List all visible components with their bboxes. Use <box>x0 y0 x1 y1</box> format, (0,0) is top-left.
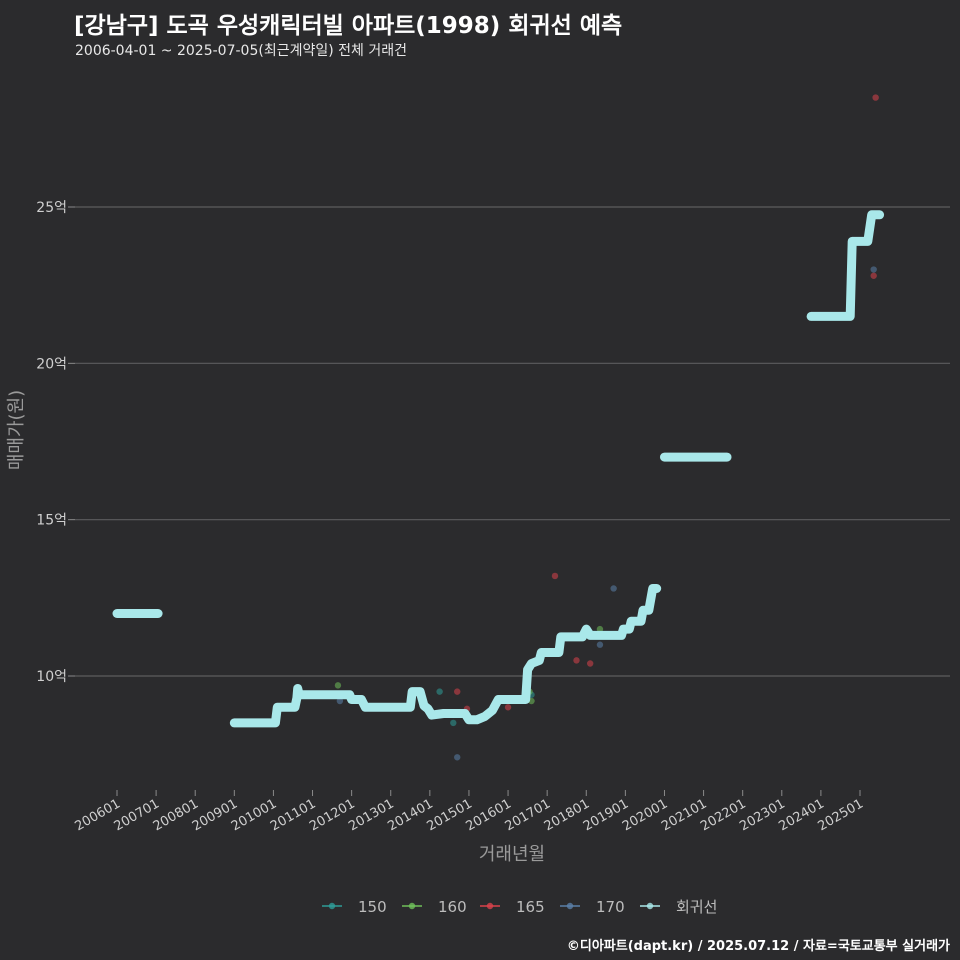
regression-layer <box>112 210 885 728</box>
data-point-170 <box>610 585 617 592</box>
legend-label: 165 <box>516 898 545 916</box>
y-axis-ticks: 10억 15억 20억 25억 <box>36 200 75 685</box>
legend-key-point <box>646 902 654 910</box>
y-tick-label: 25억 <box>36 200 67 216</box>
data-point-165 <box>504 704 512 711</box>
x-axis-label: 거래년월 <box>479 844 545 865</box>
legend-label: 160 <box>438 898 467 916</box>
chart-subtitle: 2006-04-01 ~ 2025-07-05(최근계약일) 전체 거래건 <box>75 43 407 59</box>
regression-line <box>229 584 662 728</box>
data-point-165 <box>454 688 461 695</box>
x-axis-ticks: 2006012007012008012009012010012011012012… <box>73 790 866 834</box>
legend-label: 170 <box>596 898 625 916</box>
source-caption: ©디아파트(dapt.kr) / 2025.07.12 / 자료=국토교통부 실… <box>566 939 950 954</box>
data-point-150 <box>450 719 457 727</box>
x-tick-label: 202501 <box>816 796 866 834</box>
data-point-150 <box>436 688 443 695</box>
legend-key-point <box>486 902 494 910</box>
regression-line <box>806 210 885 321</box>
data-point-165 <box>573 657 580 664</box>
y-axis-label: 매매가(원) <box>6 390 27 470</box>
data-point-170 <box>454 754 461 761</box>
data-point-165 <box>551 572 559 580</box>
legend-key-point <box>566 902 574 910</box>
chart-title: [강남구] 도곡 우성캐릭터빌 아파트(1998) 회귀선 예측 <box>74 13 623 39</box>
legend-label: 회귀선 <box>676 898 717 916</box>
data-point-165 <box>872 94 879 101</box>
data-point-160 <box>596 625 604 633</box>
legend: 150 160 165 170 회귀선 <box>322 898 717 916</box>
data-point-170 <box>870 266 877 273</box>
points-layer <box>334 94 879 761</box>
legend-key-point <box>328 902 336 910</box>
grid-layer <box>75 206 950 677</box>
data-point-165 <box>870 272 877 279</box>
legend-key-point <box>408 902 416 910</box>
data-point-160 <box>334 682 342 689</box>
y-tick-label: 15억 <box>36 513 67 529</box>
data-point-165 <box>586 660 594 667</box>
y-tick-label: 20억 <box>36 356 67 372</box>
data-point-170 <box>336 697 344 705</box>
y-tick-label: 10억 <box>36 669 67 685</box>
data-point-170 <box>596 641 604 648</box>
legend-label: 150 <box>358 898 387 916</box>
